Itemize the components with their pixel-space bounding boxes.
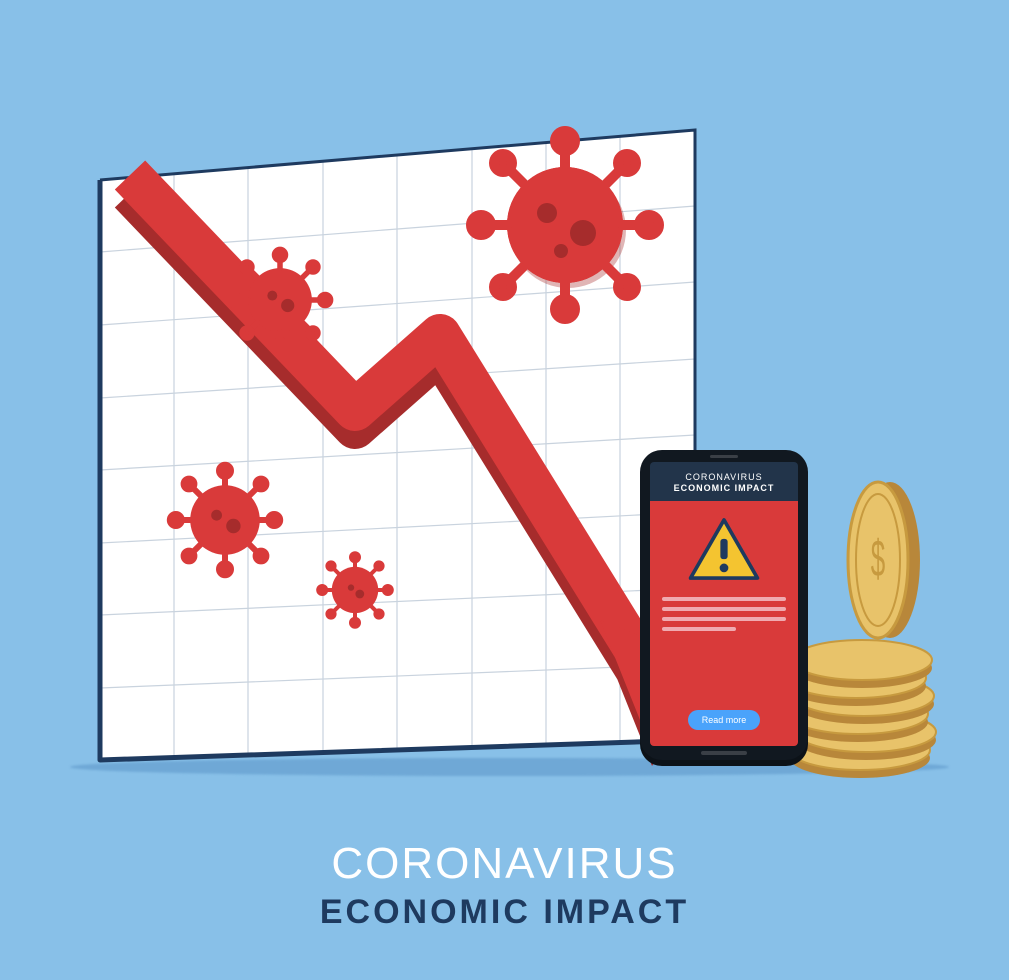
title-line1: CORONAVIRUS: [320, 839, 689, 889]
phone-screen: CORONAVIRUS ECONOMIC IMPACT Read more: [650, 462, 798, 746]
phone-speaker: [710, 455, 738, 458]
virus-icon: [318, 553, 392, 627]
virus-icon: [170, 465, 280, 575]
read-more-button[interactable]: Read more: [688, 710, 761, 730]
virus-icon: [471, 131, 659, 319]
warning-icon: [687, 517, 761, 581]
phone-home-indicator: [701, 751, 747, 755]
title-block: CORONAVIRUS ECONOMIC IMPACT: [320, 839, 689, 932]
placeholder-lines: [662, 591, 786, 637]
virus-icon: [229, 249, 330, 350]
smartphone: CORONAVIRUS ECONOMIC IMPACT Read more: [640, 450, 808, 760]
phone-header-line1: CORONAVIRUS: [654, 472, 794, 482]
phone-header: CORONAVIRUS ECONOMIC IMPACT: [650, 462, 798, 501]
phone-header-line2: ECONOMIC IMPACT: [654, 483, 794, 493]
title-line2: ECONOMIC IMPACT: [320, 893, 689, 932]
virus-icons: [0, 0, 1009, 980]
infographic-stage: $: [0, 0, 1009, 980]
phone-body: Read more: [650, 501, 798, 746]
